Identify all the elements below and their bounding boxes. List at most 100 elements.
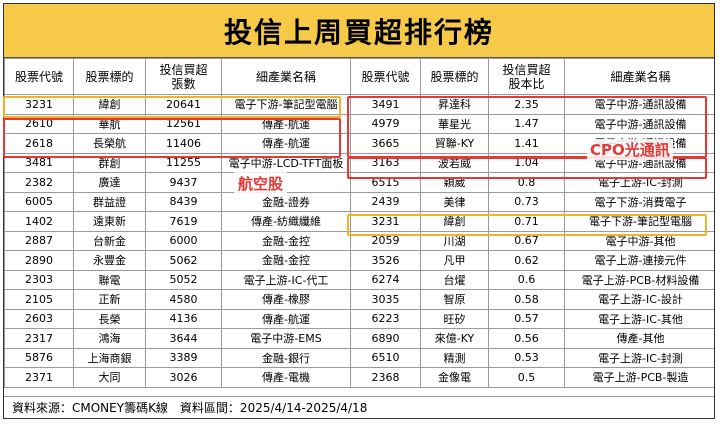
- table-row: 2603 長榮 4136 傳產-航運 6223 旺矽 0.57 電子上游-IC-其他: [4, 308, 714, 329]
- table-cell-r-2: 1.47: [488, 113, 565, 134]
- table-cell-l-0: 2317: [4, 328, 74, 349]
- table-cell-r-1: 來億-KY: [420, 328, 489, 349]
- column-header-left-0: 股票代號: [4, 58, 74, 95]
- table-cell-r-0: 2059: [350, 230, 421, 251]
- column-header-left-1: 股票標的: [73, 58, 146, 95]
- table-cell-l-2: 9437: [145, 172, 222, 193]
- table-cell-r-0: 6515: [350, 172, 421, 193]
- table-cell-r-3: 電子上游-連接元件: [564, 250, 714, 271]
- table-cell-r-1: 貿聯-KY: [420, 133, 489, 154]
- table-cell-l-1: 永豐金: [73, 250, 146, 271]
- table-cell-l-3: 傳產-紡織纖維: [221, 211, 351, 232]
- table-cell-l-0: 2890: [4, 250, 74, 271]
- table-cell-r-1: 穎崴: [420, 172, 489, 193]
- table-cell-r-1: 凡甲: [420, 250, 489, 271]
- header-row: 股票代號 股票標的 投信買超 張數 細產業名稱 股票代號 股票標的 投信買超 股本比 細產業名…: [4, 58, 714, 95]
- table-row: 2890 永豐金 5062 金融-金控 3526 凡甲 0.62 電子上游-連接元件: [4, 250, 714, 271]
- table-cell-r-3: 電子下游-筆記型電腦: [564, 211, 714, 232]
- table-cell-l-2: 3389: [145, 347, 222, 368]
- table-cell-r-2: 0.53: [488, 347, 565, 368]
- table-cell-r-2: 1.41: [488, 133, 565, 154]
- table-cell-l-2: 4136: [145, 308, 222, 329]
- column-header-right-0: 股票代號: [350, 58, 421, 95]
- table-cell-r-3: 電子上游-IC-封測: [564, 172, 714, 193]
- table-cell-l-1: 聯電: [73, 269, 146, 290]
- table-cell-l-1: 群創: [73, 152, 146, 173]
- annotation-cpo: CPO光通訊: [587, 139, 673, 160]
- table-row: 2371 大同 3026 傳產-電機 2368 金像電 0.5 電子上游-PCB-製造: [4, 367, 714, 388]
- table-cell-r-0: 3665: [350, 133, 421, 154]
- table-cell-l-1: 正新: [73, 289, 146, 310]
- table-cell-r-2: 0.5: [488, 367, 565, 388]
- table-cell-l-1: 緯創: [73, 94, 146, 115]
- table-cell-l-0: 5876: [4, 347, 74, 368]
- table-cell-r-0: 2439: [350, 191, 421, 212]
- table-row: 1402 遠東新 7619 傳產-紡織纖維 3231 緯創 0.71 電子下游-筆記型電腦: [4, 211, 714, 232]
- table-cell-r-0: 2368: [350, 367, 421, 388]
- table-cell-l-3: 金融-銀行: [221, 347, 351, 368]
- table-cell-l-1: 上海商銀: [73, 347, 146, 368]
- table-cell-r-0: 6274: [350, 269, 421, 290]
- table-cell-l-0: 2105: [4, 289, 74, 310]
- table-cell-l-2: 8439: [145, 191, 222, 212]
- table-cell-r-2: 0.73: [488, 191, 565, 212]
- table-cell-l-0: 2603: [4, 308, 74, 329]
- table-cell-l-1: 台新金: [73, 230, 146, 251]
- table-cell-l-3: 傳產-航運: [221, 308, 351, 329]
- table-cell-r-2: 0.56: [488, 328, 565, 349]
- footer-source: 資料來源：CMONEY籌碼K線 資料區間：2025/4/14-2025/4/18: [4, 396, 714, 418]
- column-header-left-2: 投信買超 張數: [145, 58, 222, 95]
- table-cell-l-0: 2887: [4, 230, 74, 251]
- table-cell-l-2: 3026: [145, 367, 222, 388]
- column-header-right-2: 投信買超 股本比: [488, 58, 565, 95]
- table-cell-r-1: 緯創: [420, 211, 489, 232]
- table-cell-r-1: 美律: [420, 191, 489, 212]
- table-cell-l-1: 群益證: [73, 191, 146, 212]
- table-cell-l-0: 2382: [4, 172, 74, 193]
- table-cell-r-0: 6223: [350, 308, 421, 329]
- table-cell-l-2: 7619: [145, 211, 222, 232]
- table-cell-l-0: 6005: [4, 191, 74, 212]
- table-cell-l-1: 廣達: [73, 172, 146, 193]
- table-cell-l-0: 3231: [4, 94, 74, 115]
- table-cell-r-0: 4979: [350, 113, 421, 134]
- table-cell-l-1: 長榮: [73, 308, 146, 329]
- table-cell-l-2: 5062: [145, 250, 222, 271]
- table-cell-l-1: 遠東新: [73, 211, 146, 232]
- table-cell-l-3: 傳產-電機: [221, 367, 351, 388]
- table-cell-l-2: 12561: [145, 113, 222, 134]
- table-cell-r-2: 0.6: [488, 269, 565, 290]
- table-cell-r-3: 電子中游-通訊設備: [564, 94, 714, 115]
- table-cell-l-1: 長榮航: [73, 133, 146, 154]
- table-cell-l-1: 華航: [73, 113, 146, 134]
- table-cell-r-2: 0.8: [488, 172, 565, 193]
- table-cell-r-3: 電子下游-消費電子: [564, 191, 714, 212]
- table-cell-r-3: 電子上游-IC-封測: [564, 347, 714, 368]
- table-row: 3231 緯創 20641 電子下游-筆記型電腦 3491 昇達科 2.35 電子中游-通訊設…: [4, 94, 714, 115]
- table-cell-r-1: 川湖: [420, 230, 489, 251]
- table-cell-l-2: 5052: [145, 269, 222, 290]
- table-cell-r-2: 0.58: [488, 289, 565, 310]
- table-cell-r-2: 0.57: [488, 308, 565, 329]
- table-cell-r-2: 2.35: [488, 94, 565, 115]
- table-cell-r-2: 1.04: [488, 152, 565, 173]
- table-cell-l-0: 2303: [4, 269, 74, 290]
- table-cell-r-2: 0.67: [488, 230, 565, 251]
- table-cell-l-3: 電子中游-EMS: [221, 328, 351, 349]
- table-cell-l-3: 電子上游-IC-代工: [221, 269, 351, 290]
- table-cell-r-1: 智原: [420, 289, 489, 310]
- column-header-right-3: 細產業名稱: [564, 58, 714, 95]
- table-cell-l-1: 鴻海: [73, 328, 146, 349]
- table-cell-r-0: 3526: [350, 250, 421, 271]
- table-cell-r-0: 3231: [350, 211, 421, 232]
- table-cell-l-3: 傳產-航運: [221, 113, 351, 134]
- table-cell-l-2: 11406: [145, 133, 222, 154]
- table-row: 6005 群益證 8439 金融-證券 2439 美律 0.73 電子下游-消費電子: [4, 191, 714, 212]
- table-body: 3231 緯創 20641 電子下游-筆記型電腦 3491 昇達科 2.35 電子中游-通訊設…: [4, 94, 714, 388]
- table-cell-l-2: 4580: [145, 289, 222, 310]
- column-header-left-3: 細產業名稱: [221, 58, 351, 95]
- table-cell-r-0: 3163: [350, 152, 421, 173]
- table-cell-l-3: 金融-金控: [221, 250, 351, 271]
- table-cell-l-2: 20641: [145, 94, 222, 115]
- table-cell-l-0: 2371: [4, 367, 74, 388]
